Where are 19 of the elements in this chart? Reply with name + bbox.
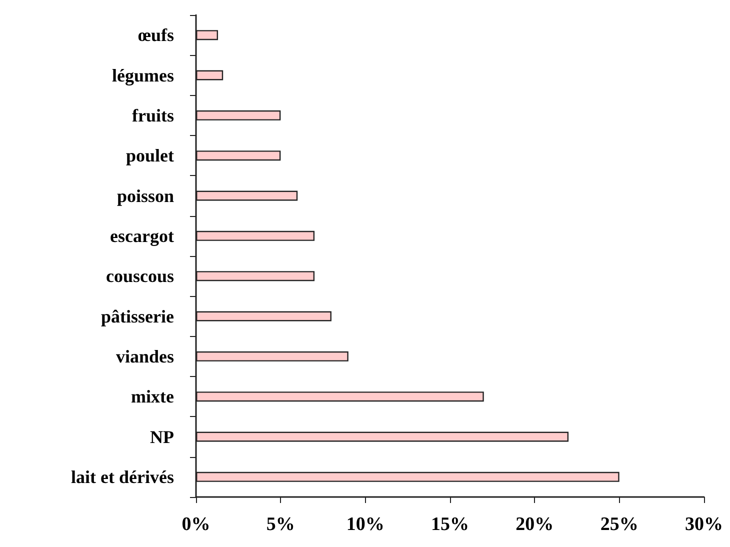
y-tick-label: mixte	[131, 386, 174, 407]
x-tick-label: 0%	[182, 514, 210, 535]
x-tick-label: 30%	[685, 514, 723, 535]
x-tick-label: 20%	[516, 514, 554, 535]
x-tick-label: 25%	[600, 514, 638, 535]
x-tick-label: 5%	[266, 514, 295, 535]
y-tick-label: pâtisserie	[101, 306, 174, 326]
y-tick-label: couscous	[106, 266, 174, 286]
y-tick-label: viandes	[116, 346, 174, 366]
x-tick-label: 15%	[431, 514, 469, 535]
y-tick-label: œufs	[138, 25, 174, 46]
y-tick-label: NP	[150, 426, 174, 447]
y-tick-label: poisson	[116, 186, 174, 206]
y-tick-label: lait et dérivés	[71, 466, 174, 487]
x-tick-label: 10%	[346, 514, 384, 535]
y-tick-label: escargot	[110, 226, 174, 246]
y-tick-label: fruits	[132, 105, 174, 126]
y-tick-label: légumes	[112, 65, 174, 86]
y-tick-label: poulet	[126, 146, 174, 166]
